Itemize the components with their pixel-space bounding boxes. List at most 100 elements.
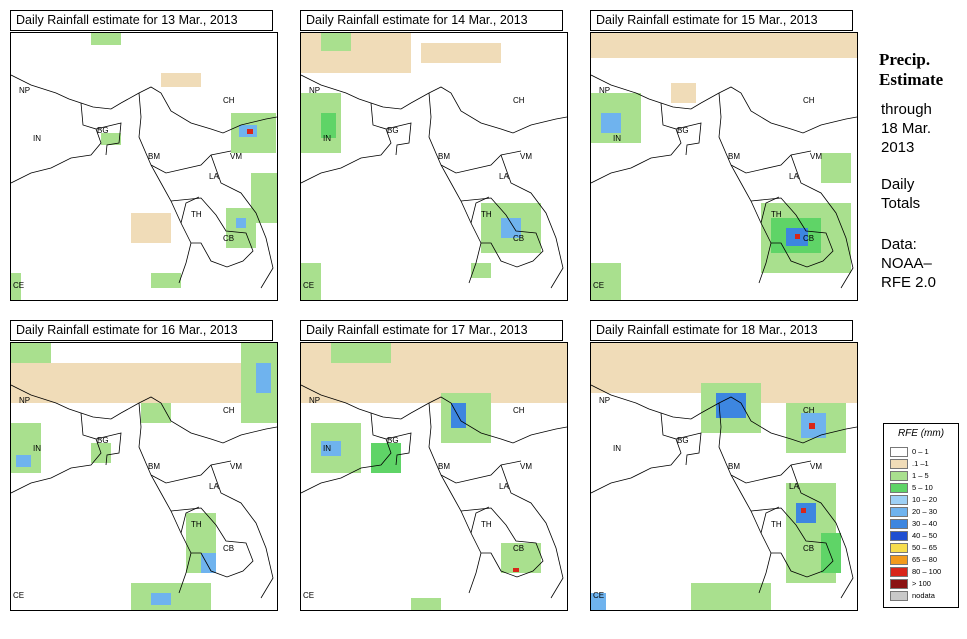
daily-label: Daily bbox=[881, 176, 915, 193]
legend-item: 5 – 10 bbox=[890, 483, 956, 494]
label-vm: VM bbox=[230, 462, 242, 471]
label-cb: CB bbox=[223, 544, 234, 553]
label-th: TH bbox=[191, 520, 202, 529]
label-ch: CH bbox=[513, 406, 525, 415]
legend-label: 50 – 65 bbox=[912, 543, 938, 552]
legend-swatch bbox=[890, 519, 908, 529]
label-in: IN bbox=[33, 134, 41, 143]
panel-title: Daily Rainfall estimate for 14 Mar., 201… bbox=[300, 10, 563, 31]
panel-title: Daily Rainfall estimate for 17 Mar., 201… bbox=[300, 320, 563, 341]
map-svg: NP IN BG BM CH VM LA TH CB CE bbox=[591, 33, 857, 300]
legend-title: RFE (mm) bbox=[897, 428, 945, 439]
legend-item: 30 – 40 bbox=[890, 519, 956, 530]
label-ce: CE bbox=[593, 281, 604, 290]
label-bg: BG bbox=[97, 126, 109, 135]
map-panel-15-mar: Daily Rainfall estimate for 15 Mar., 201… bbox=[590, 10, 866, 301]
legend-swatch bbox=[890, 591, 908, 601]
label-cb: CB bbox=[513, 544, 524, 553]
rain-areas bbox=[591, 343, 857, 610]
map-svg: NP IN BG BM CH VM LA TH CB CE bbox=[301, 343, 567, 610]
rain-areas bbox=[591, 33, 857, 300]
data-source-1: NOAA– bbox=[881, 255, 932, 272]
label-ce: CE bbox=[303, 281, 314, 290]
label-in: IN bbox=[323, 134, 331, 143]
label-vm: VM bbox=[810, 462, 822, 471]
country-labels: NP IN BG BM CH VM LA TH CB CE bbox=[13, 86, 242, 290]
date-line-2: 2013 bbox=[881, 139, 915, 156]
legend-swatch bbox=[890, 459, 908, 469]
label-cb: CB bbox=[513, 234, 524, 243]
legend-item: nodata bbox=[890, 591, 956, 602]
rain-areas bbox=[11, 33, 277, 300]
label-in: IN bbox=[613, 444, 621, 453]
label-la: LA bbox=[789, 482, 799, 491]
map-panel-14-mar: Daily Rainfall estimate for 14 Mar., 201… bbox=[300, 10, 576, 301]
label-bm: BM bbox=[728, 462, 740, 471]
label-ch: CH bbox=[803, 96, 815, 105]
totals-label: Totals bbox=[881, 195, 921, 212]
borders bbox=[591, 74, 857, 289]
label-vm: VM bbox=[520, 462, 532, 471]
date-line-1: 18 Mar. bbox=[881, 120, 932, 137]
rainfall-map: NP IN BG BM CH VM LA TH CB CE bbox=[590, 32, 858, 301]
legend-swatch bbox=[890, 507, 908, 517]
legend-label: 30 – 40 bbox=[912, 519, 938, 528]
borders bbox=[591, 384, 857, 599]
label-in: IN bbox=[613, 134, 621, 143]
label-la: LA bbox=[209, 482, 219, 491]
label-np: NP bbox=[19, 396, 30, 405]
legend-label: 40 – 50 bbox=[912, 531, 938, 540]
label-np: NP bbox=[599, 396, 610, 405]
map-panel-16-mar: Daily Rainfall estimate for 16 Mar., 201… bbox=[10, 320, 286, 611]
label-th: TH bbox=[771, 520, 782, 529]
daily-block: Daily Totals bbox=[881, 175, 967, 213]
label-in: IN bbox=[33, 444, 41, 453]
country-labels: NP IN BG BM CH VM LA TH CB CE bbox=[593, 396, 822, 600]
legend-item: 10 – 20 bbox=[890, 495, 956, 506]
label-bg: BG bbox=[677, 126, 689, 135]
legend-label: nodata bbox=[912, 591, 935, 600]
legend-swatch bbox=[890, 447, 908, 457]
legend-label: .1 –1 bbox=[912, 459, 929, 468]
label-cb: CB bbox=[803, 234, 814, 243]
label-ch: CH bbox=[223, 96, 235, 105]
legend-swatch bbox=[890, 531, 908, 541]
legend-item: 1 – 5 bbox=[890, 471, 956, 482]
label-bm: BM bbox=[148, 462, 160, 471]
legend-label: 1 – 5 bbox=[912, 471, 929, 480]
data-label: Data: bbox=[881, 236, 917, 253]
label-ce: CE bbox=[13, 591, 24, 600]
legend-item: 65 – 80 bbox=[890, 555, 956, 566]
label-bg: BG bbox=[677, 436, 689, 445]
legend-item: > 100 bbox=[890, 579, 956, 590]
label-ce: CE bbox=[303, 591, 314, 600]
country-labels: NP IN BG BM CH VM LA TH CB CE bbox=[13, 396, 242, 600]
legend-item: 40 – 50 bbox=[890, 531, 956, 542]
map-svg: NP IN BG BM CH VM LA TH CB CE bbox=[11, 343, 277, 610]
legend-swatch bbox=[890, 567, 908, 577]
legend-item: 50 – 65 bbox=[890, 543, 956, 554]
title-line-2: Estimate bbox=[879, 70, 944, 89]
rfe-legend: RFE (mm) 0 – 1 .1 –1 1 – 5 5 – 10 10 – 2… bbox=[883, 423, 959, 608]
legend-label: 80 – 100 bbox=[912, 567, 942, 576]
legend-label: 65 – 80 bbox=[912, 555, 938, 564]
label-bm: BM bbox=[728, 152, 740, 161]
borders bbox=[11, 74, 277, 289]
borders bbox=[11, 384, 277, 599]
label-vm: VM bbox=[230, 152, 242, 161]
map-panel-17-mar: Daily Rainfall estimate for 17 Mar., 201… bbox=[300, 320, 576, 611]
legend-swatch bbox=[890, 555, 908, 565]
label-la: LA bbox=[209, 172, 219, 181]
label-ce: CE bbox=[593, 591, 604, 600]
legend-label: > 100 bbox=[912, 579, 931, 588]
label-np: NP bbox=[599, 86, 610, 95]
label-np: NP bbox=[309, 396, 320, 405]
label-in: IN bbox=[323, 444, 331, 453]
panel-title: Daily Rainfall estimate for 16 Mar., 201… bbox=[10, 320, 273, 341]
legend-swatch bbox=[890, 495, 908, 505]
label-bg: BG bbox=[97, 436, 109, 445]
label-la: LA bbox=[499, 172, 509, 181]
panel-title: Daily Rainfall estimate for 18 Mar., 201… bbox=[590, 320, 853, 341]
rainfall-map: NP IN BG BM CH VM LA TH CB CE bbox=[300, 32, 568, 301]
legend-swatch bbox=[890, 471, 908, 481]
